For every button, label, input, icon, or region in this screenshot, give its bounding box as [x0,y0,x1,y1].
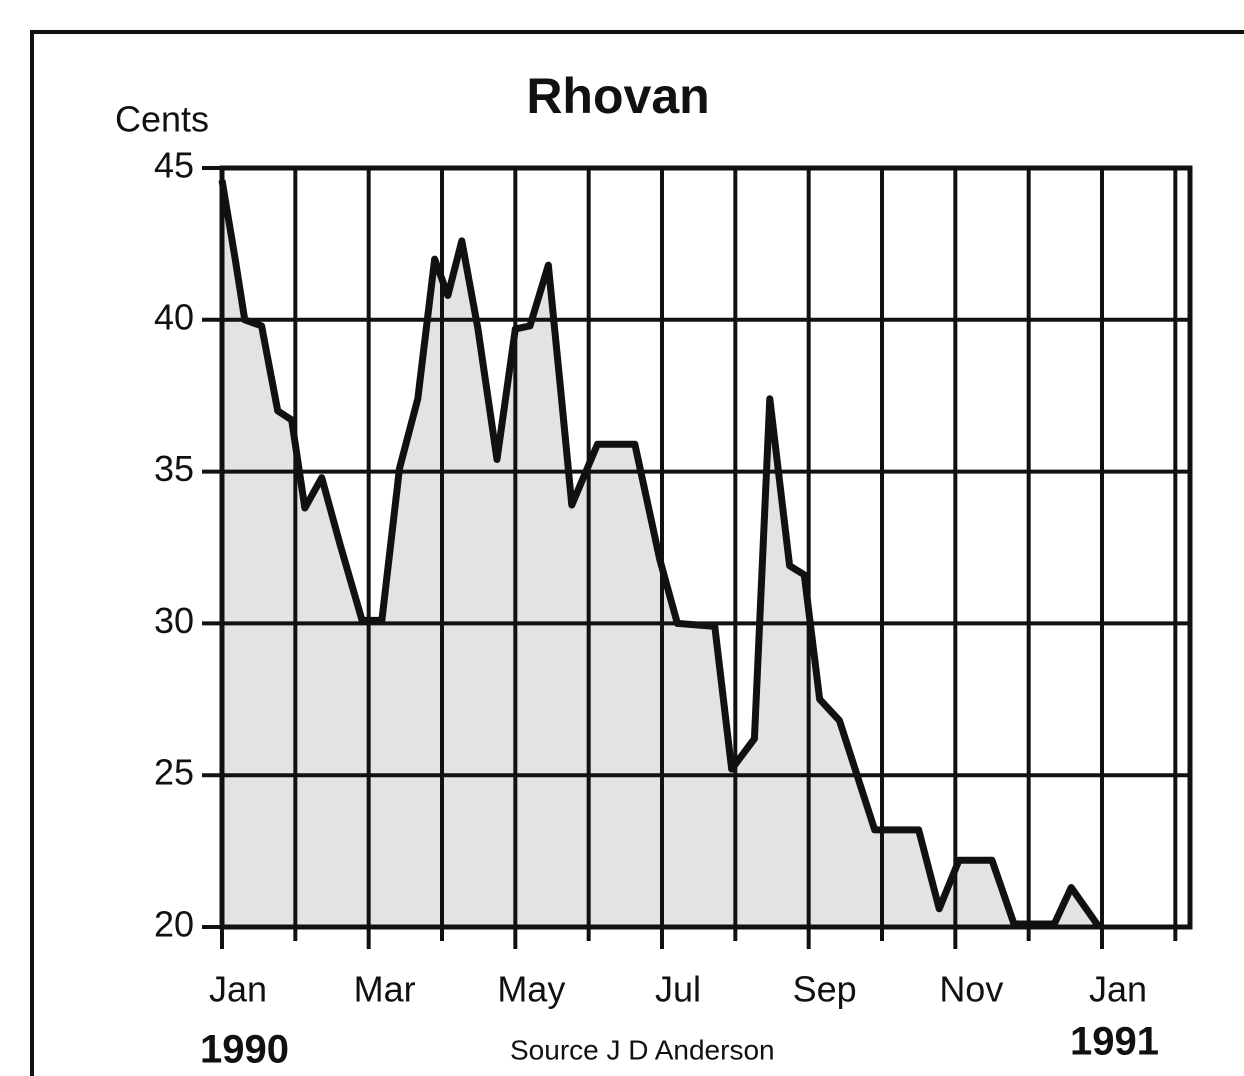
y-tick-label: 20 [154,904,194,945]
chart-title: Rhovan [526,68,709,124]
x-tick-label: Nov [939,969,1003,1010]
source: Source J D Anderson [510,1034,775,1065]
frame [30,30,1244,1076]
y-tick-label: 45 [154,145,194,186]
y-tick-label: 30 [154,600,194,641]
y-tick-label: 35 [154,448,194,489]
line [218,179,1102,930]
year-label: 1991 [1070,1020,1159,1064]
year-label: 1990 [200,1028,289,1072]
x-tick-label: May [497,969,565,1010]
x-tick-label: Jul [655,969,701,1010]
x-tick-label: Sep [793,969,857,1010]
x-tick-label: Jan [1089,969,1147,1010]
y-tick-label: 40 [154,296,194,337]
y-axis-label: Cents [115,99,209,140]
x-tick-label: Jan [209,969,267,1010]
x-tick-label: Mar [354,969,416,1010]
plot-border [219,165,1193,930]
y-tick-label: 25 [154,752,194,793]
